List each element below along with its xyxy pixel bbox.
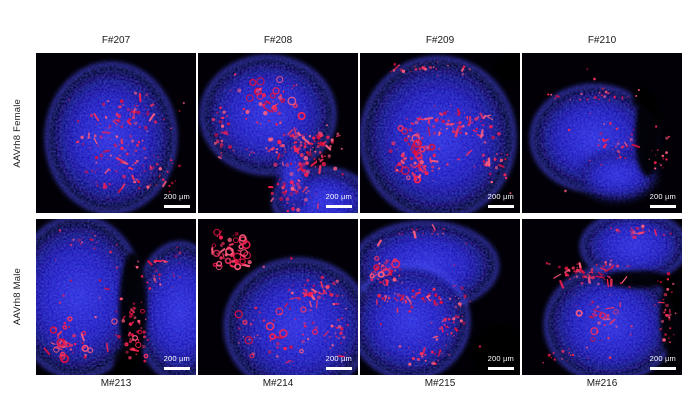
micrograph-panel-f209: 200 µm — [360, 53, 520, 213]
micrograph-image — [198, 219, 358, 375]
scale-bar-label: 200 µm — [163, 354, 190, 363]
micrograph-image — [36, 219, 196, 375]
scale-bar: 200 µm — [164, 349, 190, 370]
scale-bar-line — [326, 367, 352, 370]
column-label-f209: F#209 — [425, 35, 455, 46]
scale-bar-label: 200 µm — [649, 192, 676, 201]
micrograph-image — [522, 219, 682, 375]
scale-bar: 200 µm — [650, 187, 676, 208]
column-label-m213: M#213 — [100, 378, 132, 389]
column-label-f210: F#210 — [587, 35, 617, 46]
micrograph-image — [360, 53, 520, 213]
micrograph-image — [36, 53, 196, 213]
scale-bar-line — [650, 205, 676, 208]
scale-bar: 200 µm — [650, 349, 676, 370]
column-label-m215: M#215 — [424, 378, 456, 389]
scale-bar: 200 µm — [488, 349, 514, 370]
row-label-male-text: AAVrh8 Male — [11, 268, 23, 326]
scale-bar-line — [650, 367, 676, 370]
scale-bar-line — [488, 205, 514, 208]
scale-bar-line — [488, 367, 514, 370]
micrograph-image — [522, 53, 682, 213]
column-label-f207: F#207 — [101, 35, 131, 46]
row-label-male: AAVrh8 Male — [0, 219, 34, 375]
scale-bar-line — [164, 205, 190, 208]
scale-bar: 200 µm — [488, 187, 514, 208]
scale-bar-line — [164, 367, 190, 370]
column-label-m216: M#216 — [586, 378, 618, 389]
micrograph-image — [198, 53, 358, 213]
scale-bar-label: 200 µm — [487, 192, 514, 201]
scale-bar: 200 µm — [326, 349, 352, 370]
scale-bar-label: 200 µm — [487, 354, 514, 363]
micrograph-panel-f210: 200 µm — [522, 53, 682, 213]
column-label-f208: F#208 — [263, 35, 293, 46]
scale-bar: 200 µm — [164, 187, 190, 208]
scale-bar-label: 200 µm — [325, 192, 352, 201]
micrograph-panel-m213: 200 µm — [36, 219, 196, 375]
row-label-female-text: AAVrh8 Female — [11, 98, 23, 168]
scale-bar-line — [326, 205, 352, 208]
scale-bar-label: 200 µm — [649, 354, 676, 363]
micrograph-panel-f208: 200 µm — [198, 53, 358, 213]
micrograph-panel-m214: 200 µm — [198, 219, 358, 375]
micrograph-image — [360, 219, 520, 375]
scale-bar-label: 200 µm — [325, 354, 352, 363]
micrograph-panel-m216: 200 µm — [522, 219, 682, 375]
micrograph-panel-f207: 200 µm — [36, 53, 196, 213]
column-label-m214: M#214 — [262, 378, 294, 389]
scale-bar-label: 200 µm — [163, 192, 190, 201]
micrograph-panel-m215: 200 µm — [360, 219, 520, 375]
scale-bar: 200 µm — [326, 187, 352, 208]
row-label-female: AAVrh8 Female — [0, 53, 34, 213]
